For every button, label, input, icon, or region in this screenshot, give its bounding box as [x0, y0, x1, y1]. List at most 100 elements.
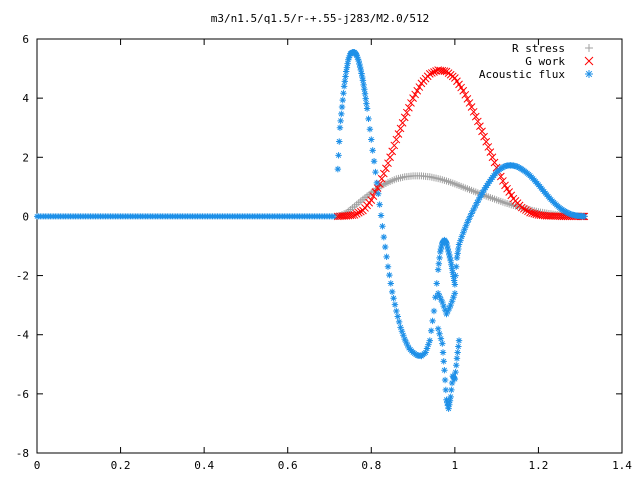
series-acoustic-flux [334, 49, 588, 412]
data-point [433, 280, 440, 287]
data-point [359, 77, 367, 84]
data-point [455, 241, 463, 248]
data-point [473, 117, 482, 126]
x-tick-label: 1.4 [612, 459, 632, 472]
chart-title: m3/n1.5/q1.5/r-+.55-j283/M2.0/512 [211, 12, 430, 25]
data-point [461, 90, 470, 99]
data-point [437, 335, 445, 342]
data-point [387, 280, 394, 287]
data-point [361, 86, 368, 93]
data-point [390, 295, 397, 302]
data-point [342, 73, 349, 80]
data-point [354, 54, 361, 61]
x-tick-label: 1 [452, 459, 459, 472]
data-point [363, 100, 370, 107]
data-point [427, 327, 435, 334]
data-point [336, 124, 344, 131]
data-point [457, 237, 464, 244]
data-point [345, 54, 353, 61]
data-point [524, 207, 532, 216]
data-point [380, 233, 388, 241]
data-point [334, 165, 342, 173]
data-point [443, 239, 450, 247]
data-point [340, 90, 347, 97]
data-point [402, 108, 411, 117]
data-point [356, 63, 364, 71]
y-tick-label: -2 [16, 270, 29, 283]
data-point [432, 294, 439, 301]
data-point [453, 263, 460, 270]
data-point [398, 328, 406, 335]
data-point [486, 148, 495, 156]
legend-item: G work [525, 55, 594, 68]
data-point [369, 147, 376, 154]
data-point [507, 191, 516, 200]
data-point [422, 349, 429, 356]
data-point [447, 257, 454, 264]
data-point [440, 67, 449, 76]
data-point [460, 229, 467, 236]
data-point [344, 60, 351, 67]
data-point [353, 52, 360, 59]
data-point [439, 340, 446, 347]
y-tick-label: 0 [22, 210, 29, 223]
data-point [581, 213, 588, 220]
data-point [397, 324, 404, 331]
data-point [382, 243, 389, 251]
data-point [446, 254, 454, 262]
data-point [384, 263, 392, 270]
data-point [462, 222, 470, 229]
data-point [480, 186, 488, 194]
data-point [471, 204, 478, 212]
data-point [365, 115, 372, 123]
data-point [336, 138, 343, 145]
data-point [348, 211, 357, 220]
data-point [482, 184, 489, 191]
data-point [376, 201, 383, 208]
data-point [428, 69, 436, 77]
data-point [478, 191, 485, 198]
data-point [453, 355, 461, 362]
data-point [386, 271, 393, 279]
data-point [473, 199, 481, 206]
data-point [452, 272, 459, 279]
data-point [377, 212, 385, 219]
data-point [463, 95, 472, 103]
data-point [358, 70, 365, 77]
data-point [341, 78, 349, 85]
data-point [366, 125, 374, 133]
data-point [464, 219, 471, 226]
data-point [335, 152, 342, 159]
data-point [407, 99, 415, 107]
data-point [434, 266, 442, 273]
data-point [415, 83, 424, 91]
data-point [476, 122, 484, 131]
x-tick-label: 0.6 [278, 459, 298, 472]
data-point [388, 147, 397, 156]
axes: 0 0.2 0.4 0.6 0.8 1 1.2 1.4 -8 -6 -4 -2 0 2 4 6 [16, 33, 633, 472]
data-point [443, 396, 450, 403]
data-point [567, 210, 574, 218]
data-point [484, 143, 493, 151]
data-point [390, 141, 399, 150]
legend-label: R stress [512, 42, 565, 55]
data-point [354, 56, 362, 63]
data-point [345, 56, 352, 63]
data-point [447, 301, 454, 309]
data-point [478, 127, 486, 136]
y-tick-label: 2 [22, 151, 29, 164]
data-point [430, 307, 438, 315]
data-point [564, 209, 571, 217]
data-point [436, 330, 443, 337]
data-point [413, 86, 422, 95]
data-point [503, 184, 511, 193]
data-point [439, 298, 446, 306]
data-point [452, 368, 459, 376]
data-point [346, 52, 353, 59]
data-point [382, 164, 390, 173]
y-tick-label: 4 [22, 92, 29, 105]
data-point [439, 349, 447, 356]
data-point [448, 298, 456, 305]
data-point [384, 159, 392, 168]
